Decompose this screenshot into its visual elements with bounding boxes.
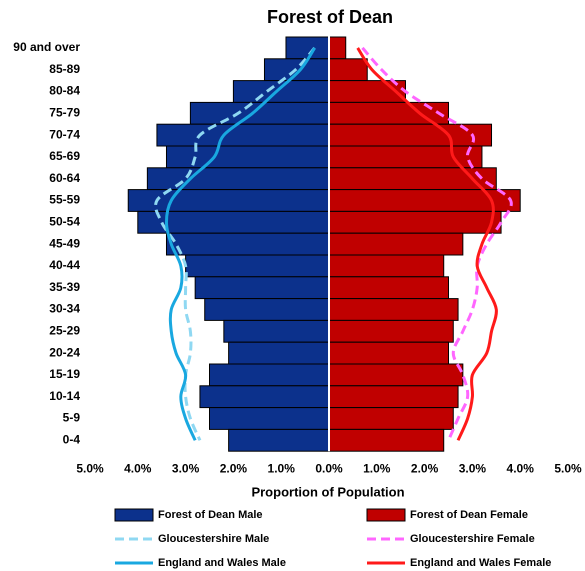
legend-label: Forest of Dean Male xyxy=(158,509,263,521)
y-tick-label: 35-39 xyxy=(49,280,80,294)
y-tick-label: 20-24 xyxy=(49,345,80,359)
bar xyxy=(328,319,454,343)
bar xyxy=(232,80,330,103)
bar xyxy=(209,407,330,430)
bar xyxy=(204,298,330,321)
y-tick-label: 60-64 xyxy=(49,171,80,185)
bar xyxy=(328,276,449,300)
bar xyxy=(328,58,368,82)
x-tick-label: 3.0% xyxy=(172,461,200,475)
y-tick-label: 55-59 xyxy=(49,193,80,207)
legend-label: Gloucestershire Female xyxy=(410,533,535,545)
legend-swatch xyxy=(114,508,154,522)
line xyxy=(361,46,513,441)
x-tick-label: 2.0% xyxy=(220,461,248,475)
x-axis-title: Proportion of Population xyxy=(251,484,404,499)
y-tick-label: 10-14 xyxy=(49,389,80,403)
legend-label: Forest of Dean Female xyxy=(410,509,528,521)
bar xyxy=(199,385,330,409)
bar xyxy=(223,319,330,343)
bar xyxy=(328,36,347,60)
x-tick-label: 3.0% xyxy=(459,461,487,475)
bar xyxy=(328,298,459,321)
bar xyxy=(328,428,445,452)
x-tick-label: 2.0% xyxy=(411,461,439,475)
bar xyxy=(328,123,493,147)
bar xyxy=(328,210,502,234)
y-tick-label: 75-79 xyxy=(49,105,80,119)
y-tick-label: 50-54 xyxy=(49,214,80,228)
y-tick-label: 5-9 xyxy=(63,411,81,425)
x-tick-label: 0.0% xyxy=(315,461,343,475)
bar xyxy=(328,407,454,430)
bar xyxy=(328,363,464,387)
x-tick-label: 4.0% xyxy=(507,461,535,475)
y-tick-label: 45-49 xyxy=(49,236,80,250)
y-tick-label: 15-19 xyxy=(49,367,80,381)
y-tick-label: 65-69 xyxy=(49,149,80,163)
bar xyxy=(194,276,330,300)
legend-swatch xyxy=(366,508,406,522)
y-tick-label: 85-89 xyxy=(49,62,80,76)
y-tick-label: 70-74 xyxy=(49,127,80,141)
line xyxy=(356,47,498,441)
legend-label: England and Wales Female xyxy=(410,557,551,569)
legend-label: England and Wales Male xyxy=(158,557,286,569)
bar xyxy=(285,36,330,60)
bar xyxy=(165,232,330,256)
bar xyxy=(328,232,464,256)
line xyxy=(164,47,316,441)
y-tick-label: 30-34 xyxy=(49,302,80,316)
bar xyxy=(228,341,330,365)
y-tick-label: 80-84 xyxy=(49,84,80,98)
bar xyxy=(156,123,330,147)
bar xyxy=(328,341,449,365)
x-tick-label: 4.0% xyxy=(124,461,152,475)
bar xyxy=(185,254,330,278)
y-tick-label: 90 and over xyxy=(13,40,80,54)
bar xyxy=(146,167,330,191)
x-tick-label: 5.0% xyxy=(554,461,582,475)
y-tick-label: 40-44 xyxy=(49,258,80,272)
chart-title: Forest of Dean xyxy=(267,7,393,27)
bar xyxy=(209,363,330,387)
y-tick-label: 25-29 xyxy=(49,323,80,337)
x-tick-label: 5.0% xyxy=(76,461,104,475)
x-tick-label: 1.0% xyxy=(363,461,391,475)
legend-label: Gloucestershire Male xyxy=(158,533,269,545)
bar xyxy=(328,385,459,409)
bar xyxy=(228,428,330,452)
y-tick-label: 0-4 xyxy=(63,432,81,446)
bar xyxy=(328,254,445,278)
bar xyxy=(165,145,330,169)
x-tick-label: 1.0% xyxy=(268,461,296,475)
